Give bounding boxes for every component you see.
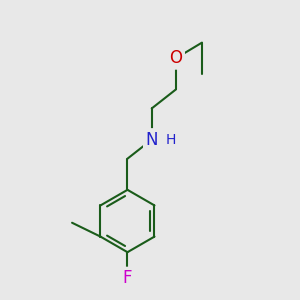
Text: F: F [123, 269, 132, 287]
Text: O: O [169, 49, 182, 67]
Text: N: N [146, 130, 158, 148]
Text: H: H [166, 133, 176, 147]
